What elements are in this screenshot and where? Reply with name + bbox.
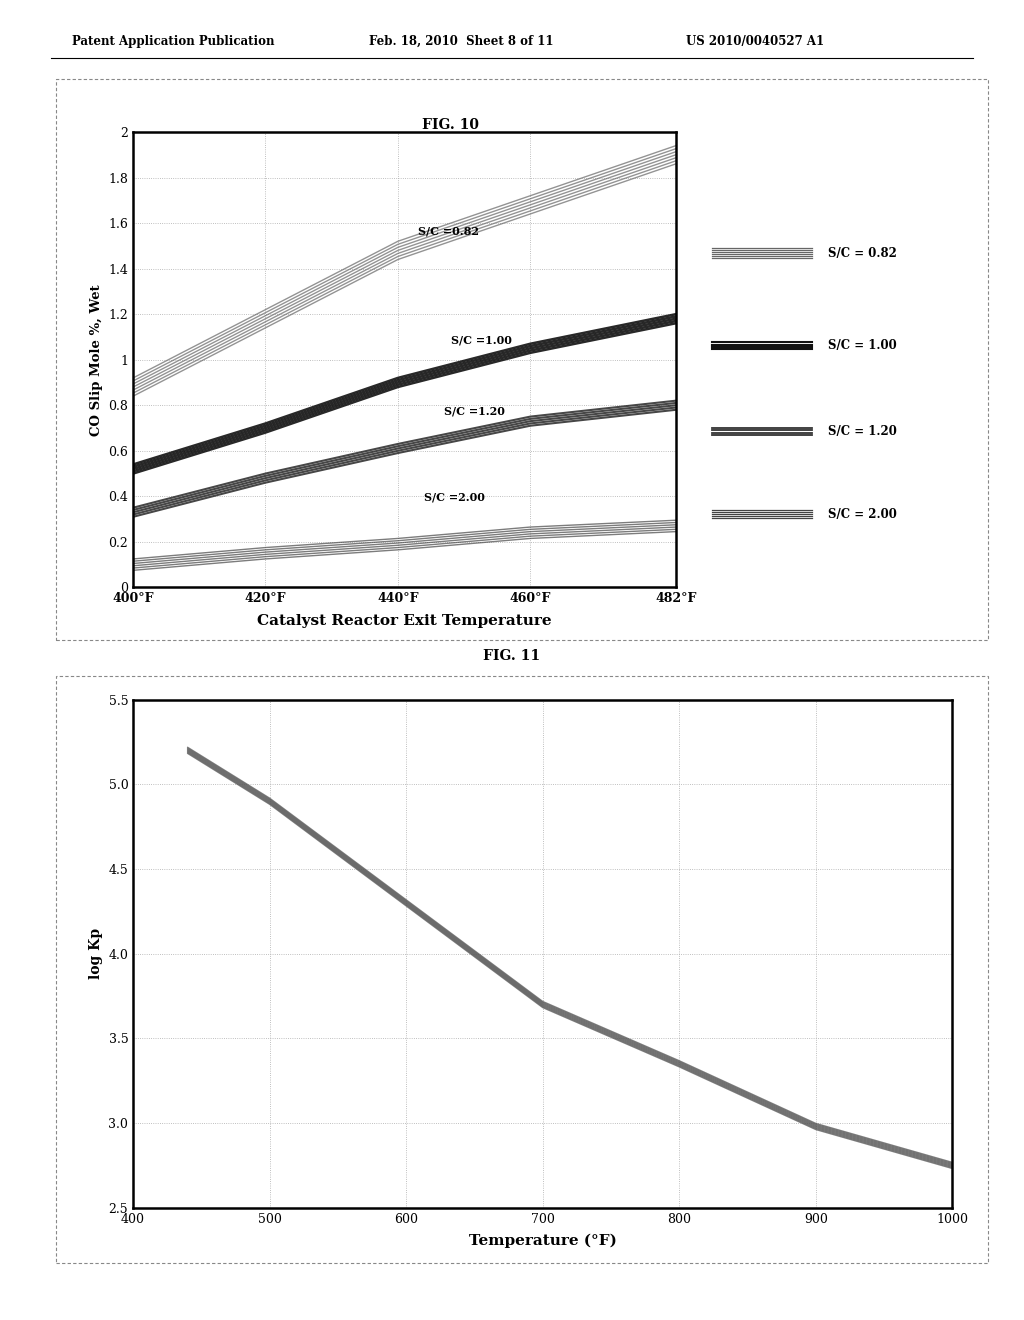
Text: FIG. 10: FIG. 10 [422, 119, 479, 132]
Text: Feb. 18, 2010  Sheet 8 of 11: Feb. 18, 2010 Sheet 8 of 11 [369, 34, 553, 48]
Text: S/C =0.82: S/C =0.82 [418, 226, 478, 236]
Text: FIG. 11: FIG. 11 [483, 649, 541, 663]
Y-axis label: log Kp: log Kp [89, 928, 102, 979]
Text: S/C =2.00: S/C =2.00 [424, 492, 485, 503]
Text: Patent Application Publication: Patent Application Publication [72, 34, 274, 48]
Text: S/C =1.20: S/C =1.20 [444, 405, 505, 416]
X-axis label: Catalyst Reactor Exit Temperature: Catalyst Reactor Exit Temperature [257, 614, 552, 627]
Text: S/C = 2.00: S/C = 2.00 [828, 507, 897, 520]
X-axis label: Temperature (°F): Temperature (°F) [469, 1234, 616, 1249]
Text: US 2010/0040527 A1: US 2010/0040527 A1 [686, 34, 824, 48]
Y-axis label: CO Slip Mole %, Wet: CO Slip Mole %, Wet [90, 284, 102, 436]
Text: S/C = 1.20: S/C = 1.20 [828, 425, 897, 438]
Text: S/C =1.00: S/C =1.00 [451, 335, 512, 346]
Text: S/C = 1.00: S/C = 1.00 [828, 339, 897, 352]
Text: S/C = 0.82: S/C = 0.82 [828, 247, 897, 260]
